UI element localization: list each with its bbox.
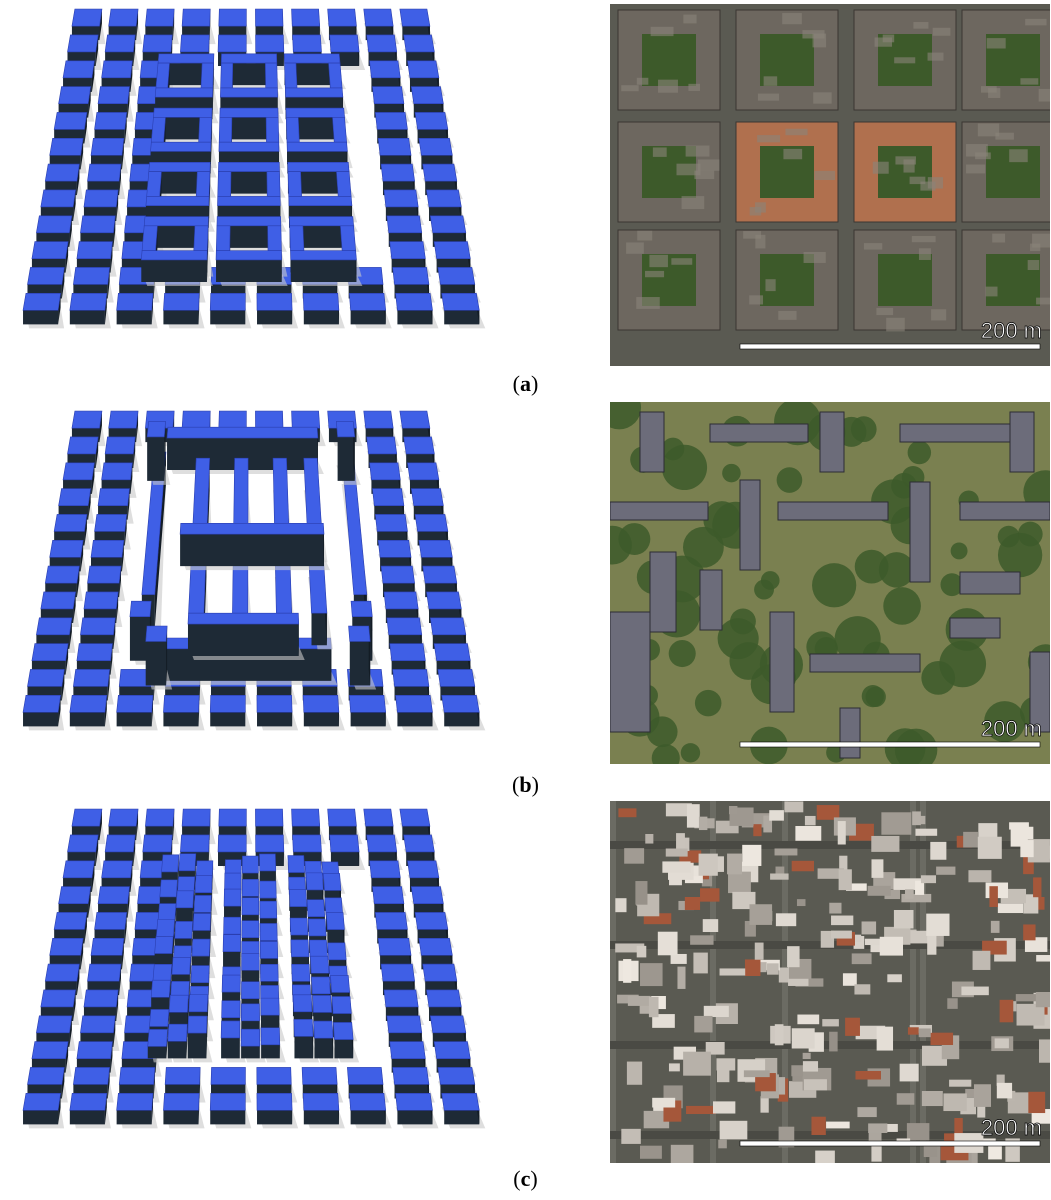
peripheral-building bbox=[116, 694, 158, 731]
slab-building bbox=[187, 612, 305, 661]
scale-label: 200 m bbox=[981, 1115, 1042, 1140]
dense-building bbox=[260, 1027, 286, 1063]
model-panel-a bbox=[0, 8, 540, 388]
dense-building bbox=[220, 1020, 246, 1063]
peripheral-building bbox=[395, 694, 439, 731]
slab-building bbox=[341, 451, 373, 631]
courtyard-block-n bbox=[153, 107, 218, 144]
scale-bar bbox=[739, 741, 1041, 748]
peripheral-building bbox=[116, 292, 158, 329]
peripheral-building bbox=[348, 694, 392, 731]
aerial-image-a: 200 m bbox=[610, 4, 1050, 366]
peripheral-building bbox=[395, 1092, 439, 1129]
peripheral-building bbox=[441, 694, 486, 731]
aerial-photo-a: 200 m bbox=[610, 4, 1050, 366]
courtyard-block-s bbox=[215, 250, 288, 286]
tower-building bbox=[145, 625, 173, 690]
dense-building bbox=[293, 1019, 320, 1063]
peripheral-building bbox=[22, 1092, 65, 1129]
peripheral-building bbox=[441, 292, 486, 329]
peripheral-building bbox=[256, 1092, 299, 1129]
scale-label: 200 m bbox=[981, 716, 1042, 741]
peripheral-building bbox=[395, 292, 439, 329]
peripheral-building bbox=[255, 808, 290, 845]
peripheral-building bbox=[22, 292, 65, 329]
peripheral-building bbox=[163, 1092, 205, 1129]
3d-building-model-b bbox=[22, 410, 486, 731]
aerial-photo-c: 200 m bbox=[610, 801, 1050, 1163]
peripheral-building bbox=[209, 292, 252, 329]
tower-building bbox=[336, 421, 361, 485]
courtyard-block-s bbox=[140, 250, 213, 286]
caption-a: (a) bbox=[512, 371, 539, 396]
aerial-image-c: 200 m bbox=[610, 801, 1050, 1163]
scale-bar bbox=[739, 343, 1041, 350]
peripheral-building bbox=[69, 292, 111, 329]
scale-label: 200 m bbox=[981, 318, 1042, 343]
model-panel-c bbox=[0, 808, 540, 1188]
peripheral-building bbox=[163, 694, 205, 731]
peripheral-building bbox=[302, 292, 345, 329]
aerial-photo-b: 200 m bbox=[610, 402, 1050, 764]
scale-bar bbox=[739, 1140, 1041, 1147]
courtyard-block-n bbox=[216, 216, 287, 252]
caption-b: (b) bbox=[512, 772, 539, 797]
tower-building bbox=[146, 421, 171, 485]
dense-building bbox=[240, 1028, 266, 1063]
peripheral-building bbox=[256, 694, 299, 731]
peripheral-building bbox=[116, 1092, 158, 1129]
peripheral-building bbox=[256, 292, 299, 329]
peripheral-building bbox=[69, 1092, 111, 1129]
dense-building bbox=[313, 1020, 340, 1063]
peripheral-building bbox=[302, 1092, 345, 1129]
tower-building bbox=[348, 625, 377, 690]
peripheral-building bbox=[348, 292, 392, 329]
dense-building bbox=[167, 1023, 193, 1063]
peripheral-building bbox=[348, 1092, 392, 1129]
peripheral-building bbox=[437, 267, 481, 303]
caption-c: (c) bbox=[513, 1166, 538, 1191]
dense-building bbox=[333, 1022, 360, 1063]
model-panel-b bbox=[0, 410, 540, 790]
slab-building bbox=[179, 523, 331, 571]
peripheral-building bbox=[209, 1092, 252, 1129]
peripheral-building bbox=[329, 834, 366, 870]
peripheral-building bbox=[441, 1092, 486, 1129]
dense-building bbox=[147, 1029, 173, 1063]
peripheral-building bbox=[69, 694, 111, 731]
peripheral-building bbox=[22, 694, 65, 731]
peripheral-building bbox=[209, 694, 252, 731]
peripheral-building bbox=[302, 694, 345, 731]
3d-building-model-c bbox=[22, 808, 486, 1129]
aerial-image-b: 200 m bbox=[610, 402, 1050, 764]
3d-building-model-a bbox=[22, 8, 486, 329]
dense-building bbox=[187, 1015, 213, 1063]
courtyard-block-s bbox=[290, 250, 363, 286]
peripheral-building bbox=[163, 292, 205, 329]
